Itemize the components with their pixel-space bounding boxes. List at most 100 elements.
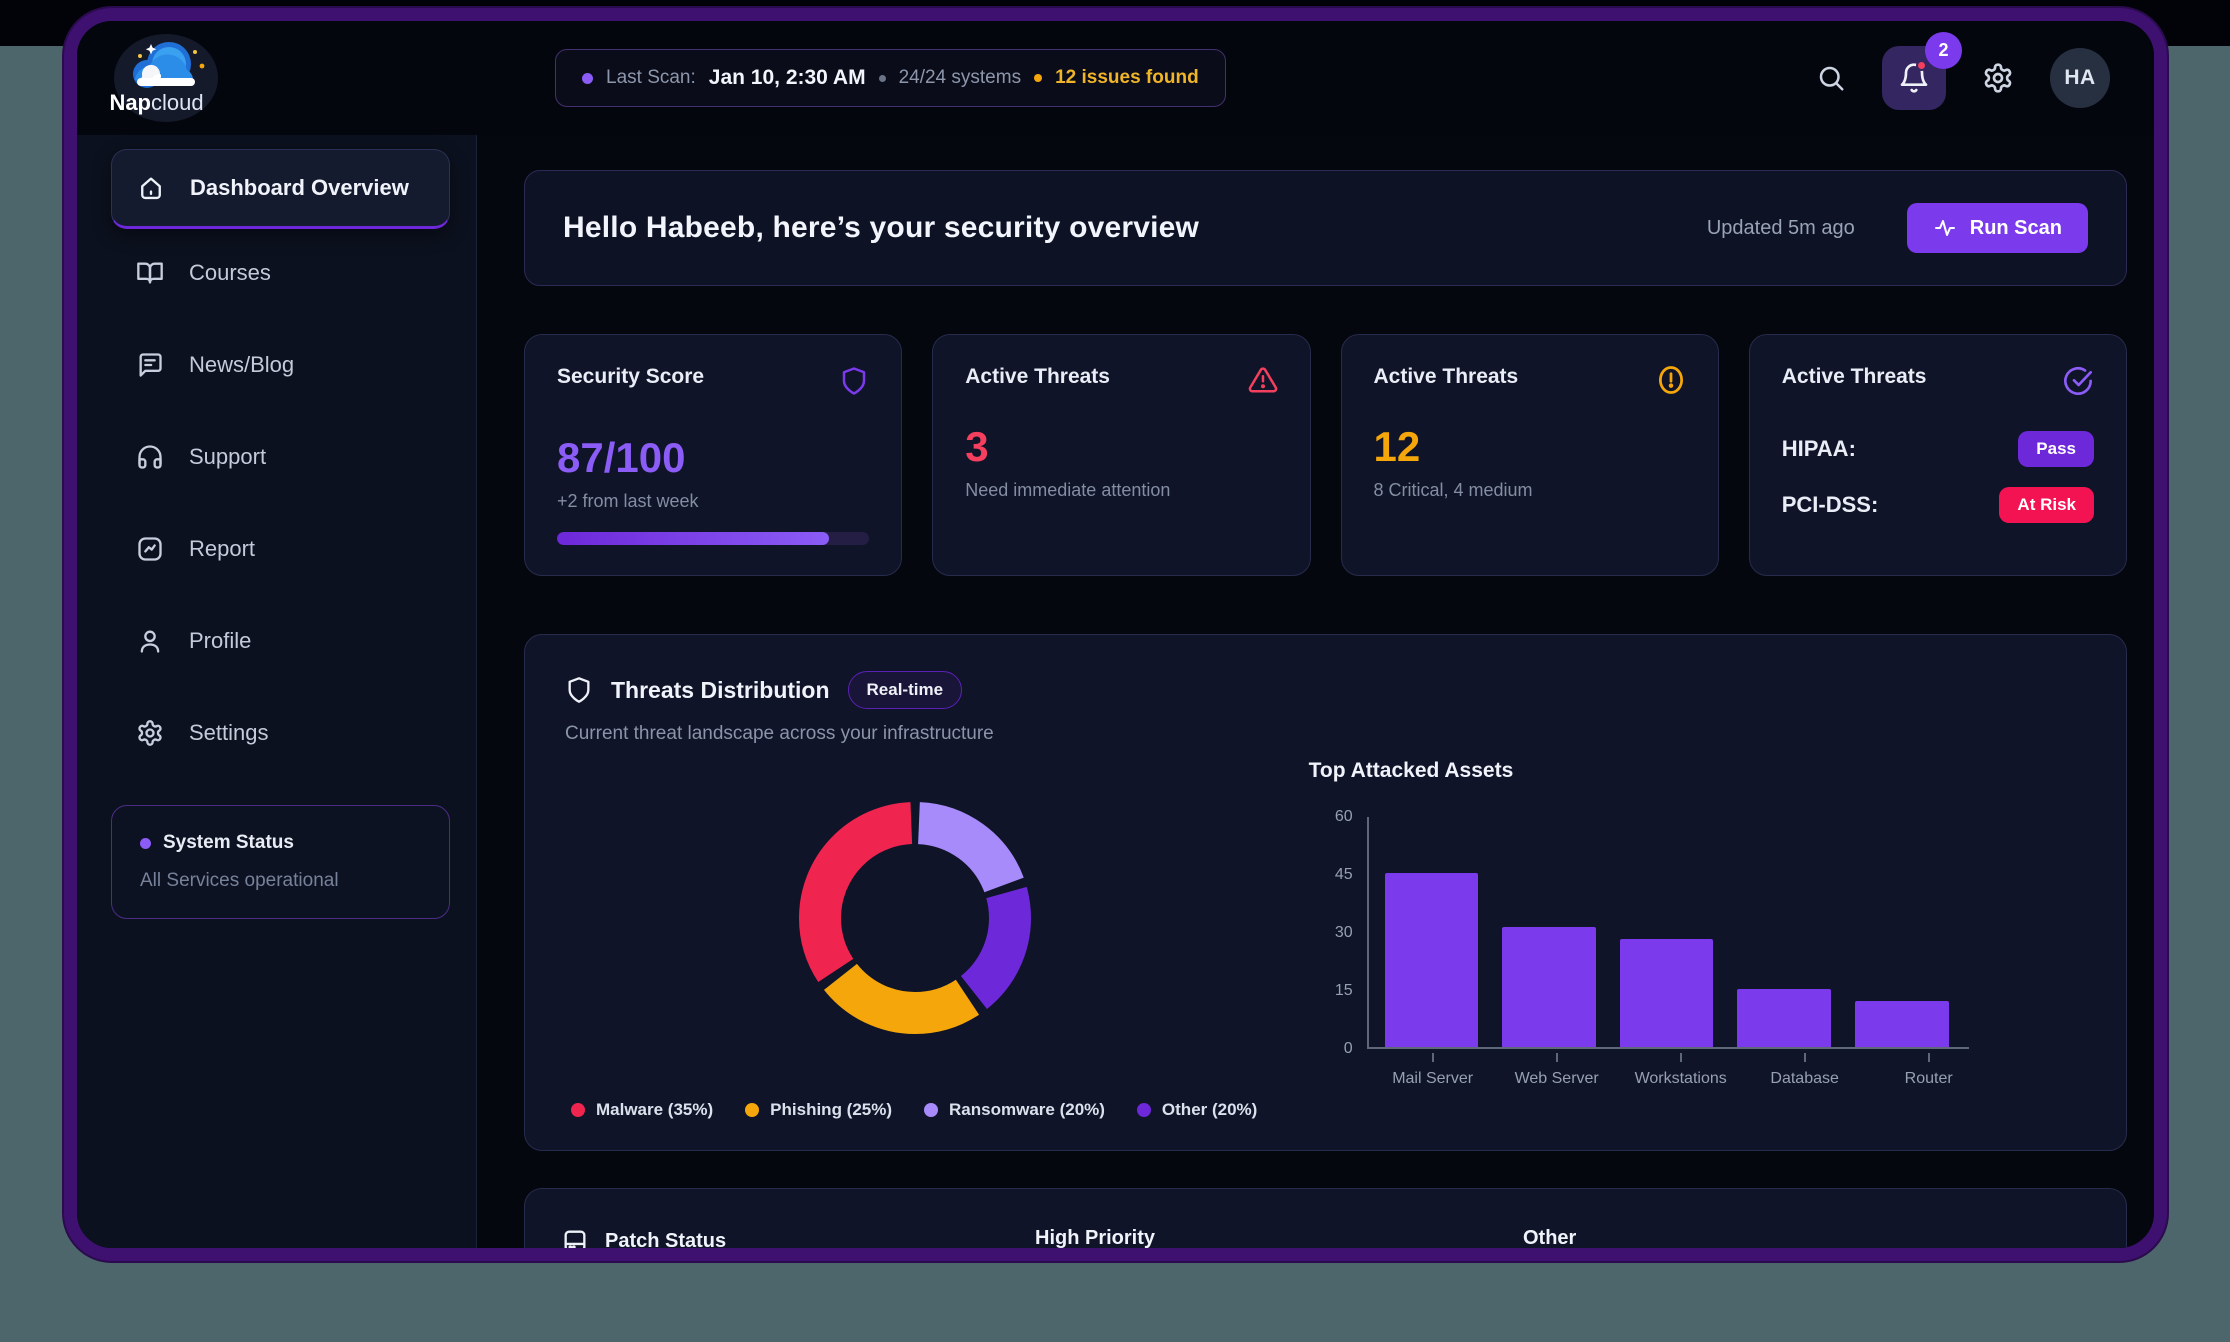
card-title: Active Threats [1781,365,1927,388]
system-status-dot [140,837,151,849]
threats-distribution-card: Threats Distribution Real-time Current t… [524,634,2127,1151]
card-title: Security Score [557,365,705,388]
brand-logo: Nap cloud [107,26,225,130]
run-scan-button[interactable]: Run Scan [1906,203,2088,253]
bar-chart-title: Top Attacked Assets [1308,759,1514,782]
last-scan-value: Jan 10, 2:30 AM [708,66,866,89]
system-status-title: System Status [163,832,294,853]
sidebar-item-label: Support [189,444,267,469]
patch-col-high-priority: High Priority [1035,1227,1156,1248]
donut-segment-phishing [798,802,1031,1034]
user-avatar[interactable]: HA [2050,48,2110,108]
bar-mail-server [1384,873,1479,1047]
headphones-icon [135,442,165,472]
home-icon [136,173,166,203]
legend-label: Ransomware (20%) [949,1100,1105,1119]
legend-label: Other (20%) [1161,1100,1258,1119]
security-score-subtext: +2 from last week [557,491,699,511]
app-window-frame: Nap cloud Last Scan: Jan 10, 2:30 AM 24/… [64,8,2167,1261]
threats-section-subtitle: Current threat landscape across your inf… [565,723,994,744]
pci-dss-status-badge: At Risk [1999,487,2094,523]
activity-pulse-icon [1934,220,1955,236]
critical-threats-value: 3 [965,423,989,470]
legend-item-phishing: Phishing (25%) [745,1100,892,1120]
systems-count: 24/24 systems [898,67,1022,88]
bell-icon [1900,63,1928,93]
realtime-badge: Real-time [847,671,963,709]
pci-dss-row: PCI-DSS: At Risk [1782,487,2094,523]
sidebar-item-label: Report [189,536,256,561]
donut-legend: Malware (35%) Phishing (25%) Ransomware … [565,1100,1265,1120]
card-title: Active Threats [1373,365,1519,388]
pci-dss-label: PCI-DSS: [1781,492,1879,517]
bell-alert-dot [1916,60,1927,71]
updated-timestamp: Updated 5m ago [1706,216,1855,239]
legend-label: Malware (35%) [596,1100,714,1119]
gear-icon [1984,63,2012,93]
sidebar-item-dashboard-overview[interactable]: Dashboard Overview [111,149,450,229]
bar-router [1855,1000,1949,1047]
issues-found: 12 issues found [1055,67,1199,88]
chart-report-icon [135,534,165,564]
sidebar-item-courses[interactable]: Courses [111,241,450,305]
hipaa-label: HIPAA: [1781,436,1856,461]
notifications-button[interactable]: 2 [1882,32,1962,110]
security-score-progress-fill [557,532,829,545]
svg-text:Nap: Nap [109,90,151,115]
sidebar: Dashboard Overview Courses News/Blog [77,135,477,1248]
y-axis-tick: 45 [1334,866,1353,883]
y-axis-tick: 30 [1334,924,1353,941]
separator-dot [878,74,886,82]
y-axis-tick: 15 [1334,982,1353,999]
security-score-card: Security Score 87/100 +2 from last week [524,334,903,576]
sidebar-item-label: Dashboard Overview [190,175,409,200]
donut-segment-malware [798,802,1031,1034]
critical-threats-subtext: Need immediate attention [965,480,1171,500]
sidebar-item-support[interactable]: Support [111,425,450,489]
settings-button[interactable] [1982,62,2014,94]
user-icon [135,626,165,656]
threats-section-title: Threats Distribution [611,676,830,703]
legend-dot [1136,1103,1151,1117]
sidebar-item-profile[interactable]: Profile [111,609,450,673]
legend-dot [745,1103,760,1117]
sidebar-item-label: Profile [189,628,252,653]
gear-icon [135,718,165,748]
stat-cards-row: Security Score 87/100 +2 from last week … [524,334,2127,576]
legend-item-malware: Malware (35%) [571,1100,713,1120]
x-axis-label: Database [1755,1053,1855,1088]
last-scan-status-pill: Last Scan: Jan 10, 2:30 AM 24/24 systems… [555,49,1226,107]
sidebar-item-report[interactable]: Report [111,517,450,581]
alert-triangle-icon [1248,367,1277,393]
patch-status-card: Patch Status High Priority Other [524,1188,2127,1248]
active-threats-total-card: Active Threats 12 8 Critical, 4 medium [1340,334,1719,576]
total-threats-value: 12 [1373,423,1421,470]
bar-web-server [1502,927,1596,1047]
sidebar-item-settings[interactable]: Settings [111,701,450,765]
legend-dot [571,1103,585,1117]
security-score-progress-track [557,532,870,545]
alert-circle-icon [1658,366,1683,394]
napcloud-logo-icon: Nap cloud [109,34,218,122]
sidebar-item-news-blog[interactable]: News/Blog [111,333,450,397]
hero-banner: Hello Habeeb, here’s your security overv… [524,170,2127,286]
sidebar-item-label: Settings [189,720,269,745]
main-content: Hello Habeeb, here’s your security overv… [477,135,2154,1248]
x-axis-label: Router [1879,1053,1979,1088]
legend-item-ransomware: Ransomware (20%) [924,1100,1105,1120]
legend-dot [924,1103,939,1117]
sidebar-item-label: News/Blog [189,352,295,377]
search-button[interactable] [1816,63,1846,93]
compliance-card: Active Threats HIPAA: Pass PCI-DSS: At R… [1748,334,2127,576]
message-square-icon [135,350,165,380]
scan-status-dot [582,72,593,84]
active-threats-critical-card: Active Threats 3 Need immediate attentio… [932,334,1311,576]
topbar: Nap cloud Last Scan: Jan 10, 2:30 AM 24/… [77,21,2154,135]
issues-dot [1034,74,1043,82]
bar-database [1737,989,1832,1047]
legend-label: Phishing (25%) [770,1100,893,1119]
search-icon [1819,66,1844,91]
shield-icon [843,367,866,395]
check-circle-icon [2064,367,2092,395]
book-open-icon [135,258,165,288]
